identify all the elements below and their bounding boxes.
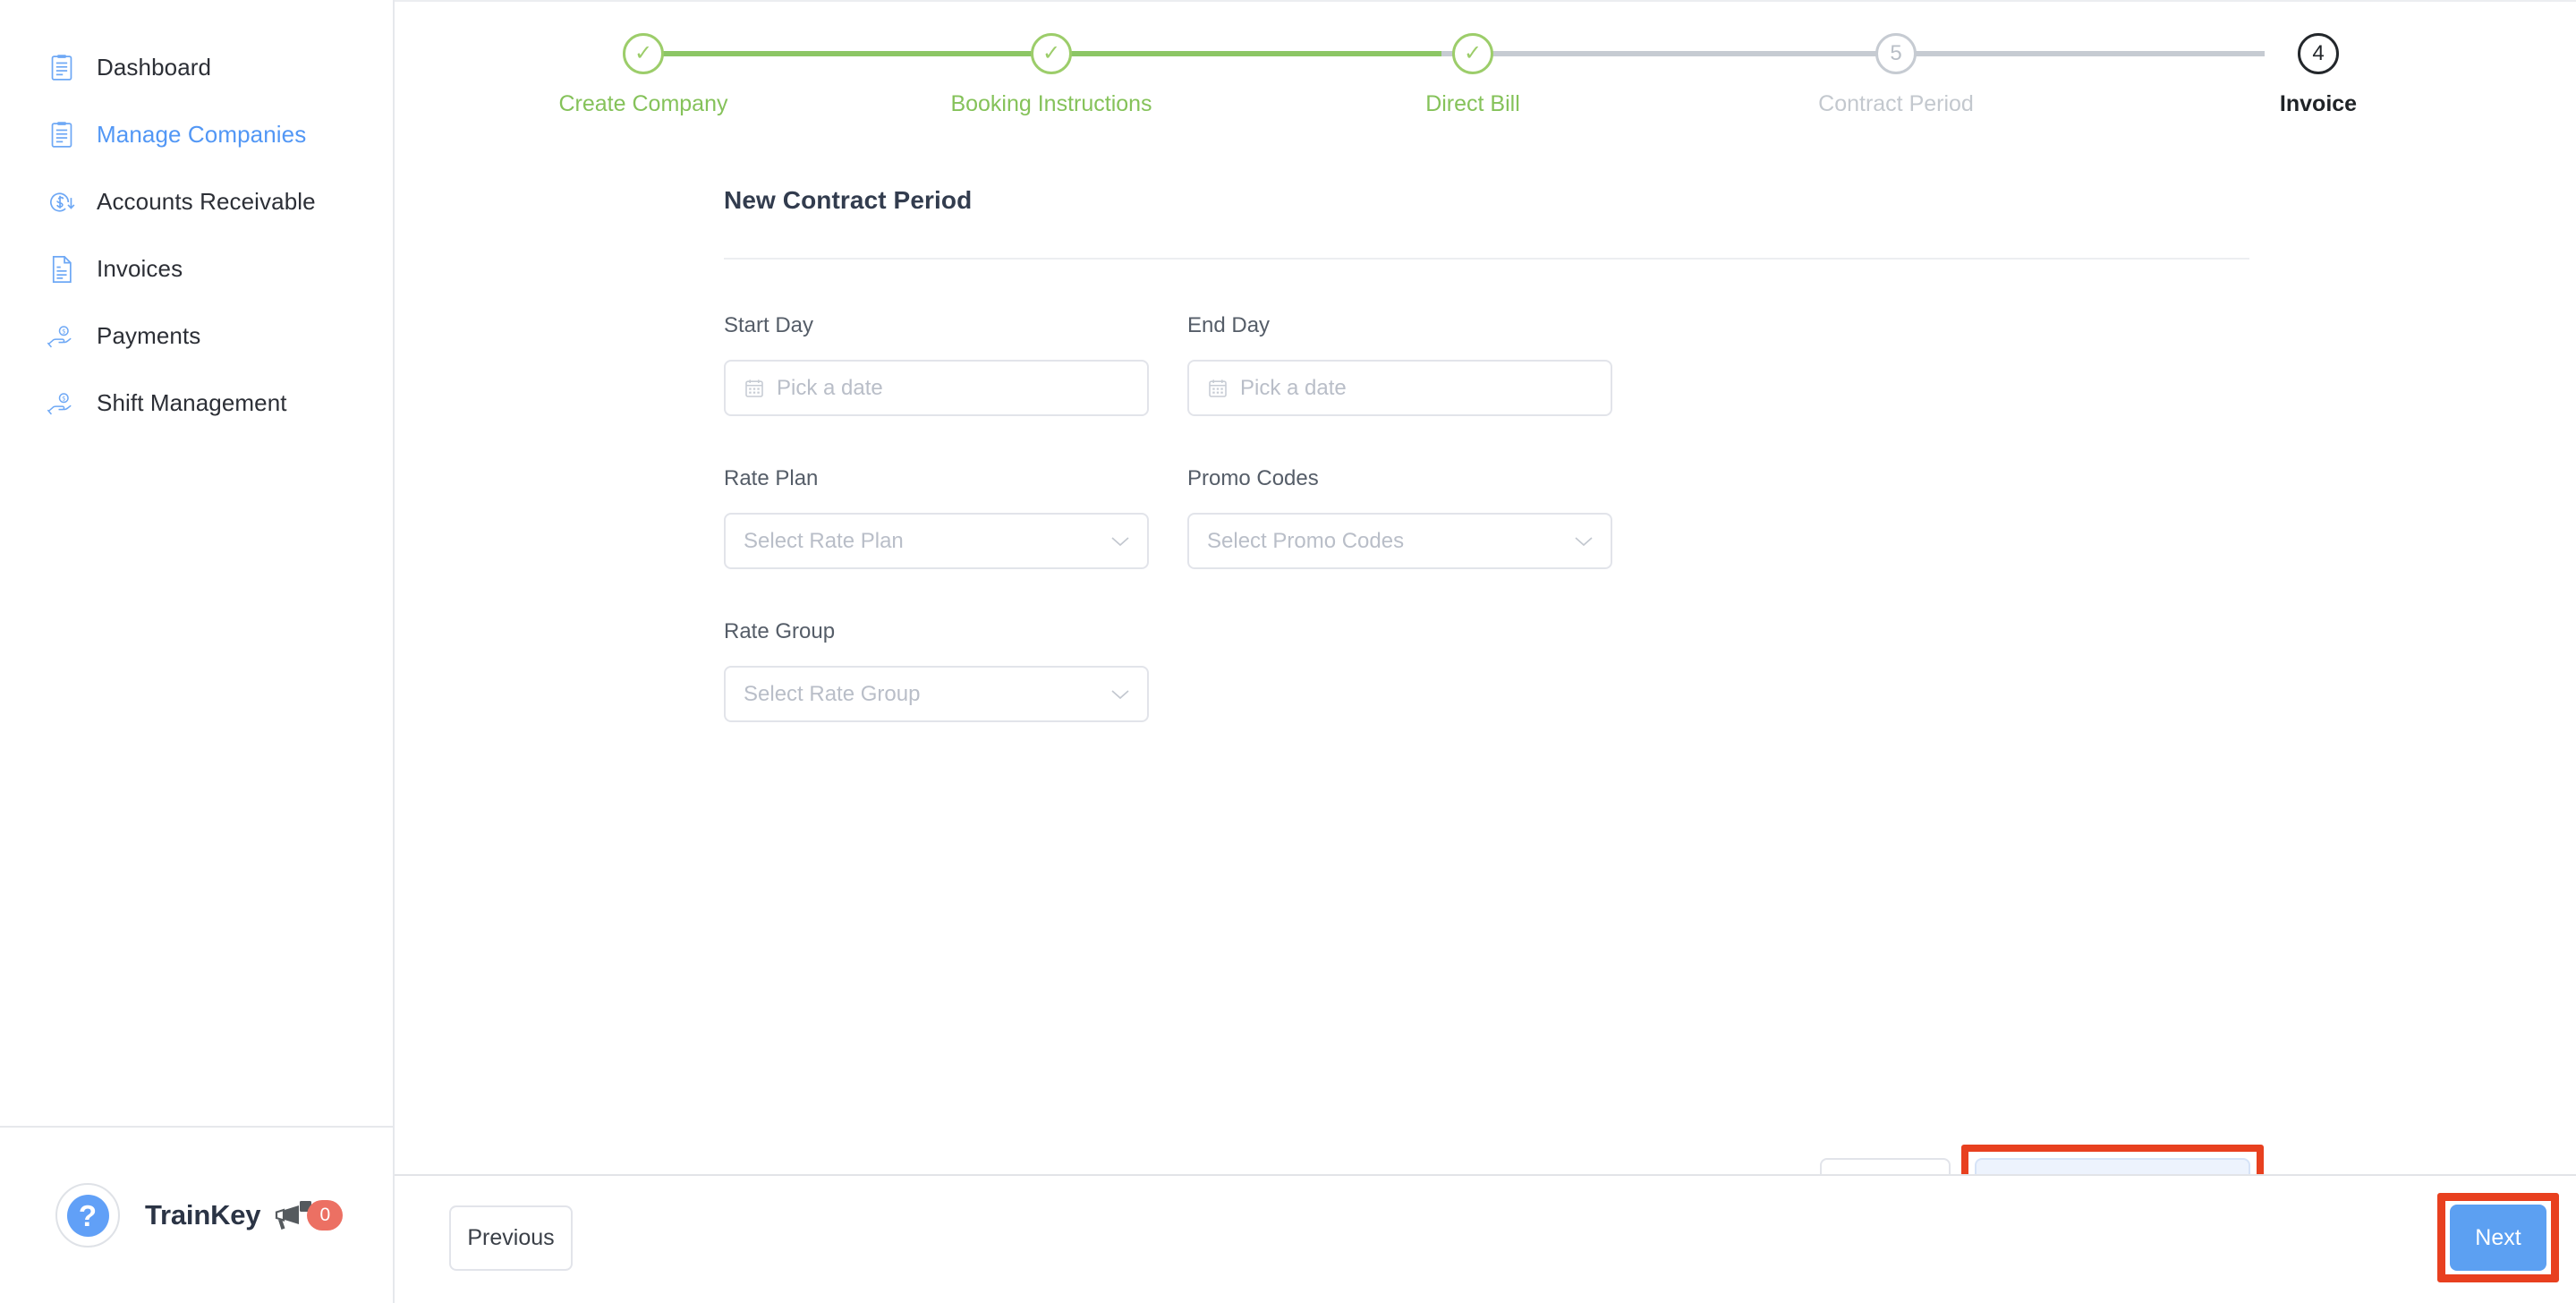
promo-codes-placeholder: Select Promo Codes	[1207, 528, 1405, 553]
step-connector-4	[1851, 51, 2265, 56]
wizard-stepper: ✓ Create Company ✓ Booking Instructions …	[395, 0, 2576, 163]
sidebar-item-manage-companies[interactable]: Manage Companies	[0, 101, 393, 168]
next-highlight-wrap: Next	[2437, 1193, 2559, 1282]
svg-text:$: $	[62, 395, 65, 402]
rate-group-placeholder: Select Rate Group	[744, 681, 921, 706]
hand-dollar-icon: $	[47, 388, 77, 419]
sidebar: Dashboard Manage Companies	[0, 0, 395, 1303]
step-direct-bill[interactable]: ✓ Direct Bill	[1294, 2, 1652, 117]
next-button[interactable]: Next	[2450, 1205, 2546, 1271]
sidebar-item-label: Payments	[97, 322, 201, 349]
step-label: Contract Period	[1818, 91, 1974, 116]
step-label: Direct Bill	[1425, 91, 1520, 116]
rate-group-select[interactable]: Select Rate Group	[724, 666, 1149, 722]
step-label: Booking Instructions	[950, 91, 1152, 116]
field-label: Promo Codes	[1187, 466, 1319, 490]
step-connector-1	[658, 51, 1041, 56]
step-contract-period[interactable]: 5 Contract Period	[1717, 2, 2075, 117]
hand-dollar-icon: $	[47, 321, 77, 352]
rate-plan-placeholder: Select Rate Plan	[744, 528, 904, 553]
step-connector-2	[1041, 51, 1441, 56]
field-start-day: Start Day	[724, 313, 1149, 416]
main-content: ✓ Create Company ✓ Booking Instructions …	[395, 0, 2576, 1303]
step-marker-number: 5	[1875, 33, 1917, 74]
grid-gap	[1149, 313, 1187, 416]
add-contract-period-button[interactable]: Add Contract period	[1975, 1158, 2250, 1174]
sidebar-item-accounts-receivable[interactable]: Accounts Receivable	[0, 168, 393, 235]
dollar-circle-arrow-icon	[47, 187, 77, 217]
step-label: Invoice	[2279, 91, 2358, 116]
clipboard-list-icon	[47, 120, 77, 150]
start-day-datepicker[interactable]: Pick a date	[724, 360, 1149, 416]
field-label: Start Day	[724, 313, 814, 337]
field-rate-group: Rate Group Select Rate Group	[724, 619, 1149, 722]
step-marker-check-icon: ✓	[1452, 33, 1493, 74]
grid-gap	[1149, 466, 1187, 569]
sidebar-footer: ? TrainKey 0	[0, 1126, 393, 1303]
field-promo-codes: Promo Codes Select Promo Codes	[1187, 466, 1612, 569]
title-divider	[724, 258, 2249, 260]
sidebar-item-shift-management[interactable]: $ Shift Management	[0, 370, 393, 437]
field-label: Rate Group	[724, 619, 836, 643]
step-marker-number: 4	[2298, 33, 2339, 74]
sidebar-item-label: Invoices	[97, 255, 183, 282]
chevron-down-icon	[1574, 535, 1594, 548]
contract-period-panel-region: New Contract Period Start Day	[395, 163, 2576, 1174]
sidebar-nav: Dashboard Manage Companies	[0, 0, 393, 1126]
step-invoice[interactable]: 4 Invoice	[2139, 2, 2497, 117]
announcement-badge[interactable]: 0	[307, 1200, 344, 1231]
clipboard-list-icon	[47, 53, 77, 83]
step-marker-check-icon: ✓	[1031, 33, 1072, 74]
calendar-icon	[1207, 378, 1228, 399]
panel-actions: Close Add Contract period	[1820, 1145, 2264, 1174]
rate-plan-select[interactable]: Select Rate Plan	[724, 513, 1149, 569]
brand-name: TrainKey	[145, 1199, 261, 1231]
grid-gap	[1187, 619, 1612, 722]
step-connector-3	[1441, 51, 1851, 56]
step-marker-check-icon: ✓	[623, 33, 664, 74]
sidebar-item-label: Shift Management	[97, 389, 287, 416]
chevron-down-icon	[1110, 535, 1130, 548]
promo-codes-select[interactable]: Select Promo Codes	[1187, 513, 1612, 569]
step-create-company[interactable]: ✓ Create Company	[464, 2, 822, 117]
add-contract-period-highlight-wrap: Add Contract period	[1961, 1145, 2264, 1174]
close-button[interactable]: Close	[1820, 1158, 1951, 1174]
sidebar-item-label: Dashboard	[97, 54, 212, 81]
start-day-placeholder: Pick a date	[777, 375, 883, 400]
sidebar-item-payments[interactable]: $ Payments	[0, 302, 393, 370]
field-label: Rate Plan	[724, 466, 819, 490]
grid-gap	[1149, 619, 1187, 722]
invoice-document-icon	[47, 254, 77, 285]
end-day-datepicker[interactable]: Pick a date	[1187, 360, 1612, 416]
step-label: Create Company	[558, 91, 728, 116]
help-button[interactable]: ?	[55, 1183, 120, 1248]
wizard-footer: Previous Next	[395, 1174, 2576, 1303]
sidebar-item-label: Manage Companies	[97, 121, 307, 148]
chevron-down-icon	[1110, 688, 1130, 701]
step-booking-instructions[interactable]: ✓ Booking Instructions	[872, 2, 1230, 117]
svg-text:$: $	[62, 328, 65, 335]
new-contract-period-panel: New Contract Period Start Day	[724, 186, 2249, 722]
field-end-day: End Day	[1187, 313, 1612, 416]
field-rate-plan: Rate Plan Select Rate Plan	[724, 466, 1149, 569]
calendar-icon	[744, 378, 765, 399]
page-title: New Contract Period	[724, 186, 973, 214]
contract-period-form: Start Day	[724, 313, 2249, 722]
sidebar-item-dashboard[interactable]: Dashboard	[0, 34, 393, 101]
brand: TrainKey 0	[145, 1197, 344, 1233]
end-day-placeholder: Pick a date	[1240, 375, 1347, 400]
field-label: End Day	[1187, 313, 1271, 337]
question-mark-icon: ?	[66, 1194, 109, 1237]
sidebar-item-label: Accounts Receivable	[97, 188, 316, 215]
sidebar-item-invoices[interactable]: Invoices	[0, 235, 393, 302]
previous-button[interactable]: Previous	[449, 1205, 573, 1271]
